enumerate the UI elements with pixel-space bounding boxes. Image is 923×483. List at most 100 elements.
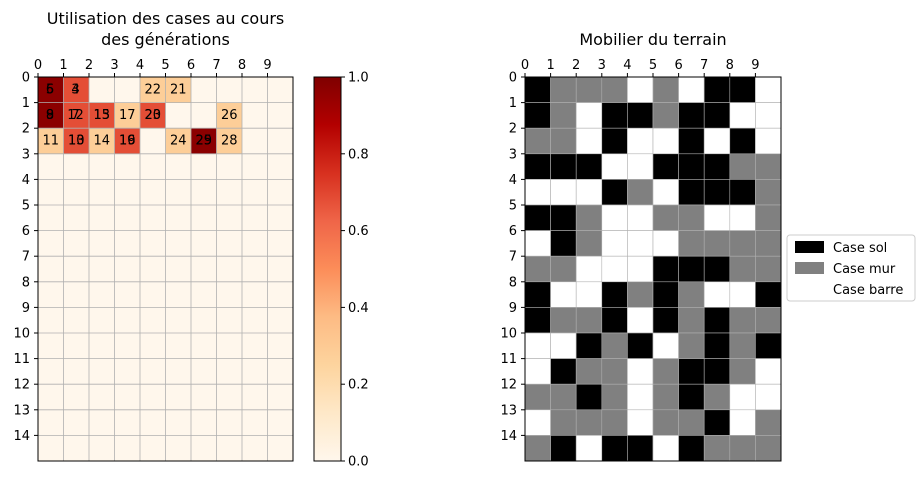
colorbar-tick-label: 0.4 — [348, 301, 369, 316]
right-cell — [524, 358, 551, 385]
right-cell — [755, 102, 782, 129]
left-cell-label: 9 — [46, 108, 54, 123]
left-x-tick-label: 7 — [212, 58, 220, 73]
right-cell — [627, 383, 654, 411]
left-title-line-2: des générations — [101, 30, 230, 49]
left-cell-label: 19 — [119, 134, 136, 149]
left-cell-label: 11 — [42, 134, 59, 149]
left-cell-label: 4 — [71, 83, 79, 98]
right-cell — [575, 153, 603, 180]
right-cell — [550, 153, 577, 180]
right-cell — [575, 127, 603, 155]
colorbar-tick-label: 0.2 — [348, 378, 369, 393]
left-y-tick-label: 14 — [13, 429, 30, 444]
right-cell — [652, 409, 679, 436]
right-cell — [627, 307, 654, 334]
right-cell — [729, 435, 756, 462]
left-y-tick-label: 7 — [22, 250, 30, 265]
right-cell — [755, 179, 782, 206]
right-cell — [755, 409, 782, 436]
right-cell — [524, 179, 551, 206]
right-cell — [575, 435, 603, 462]
left-x-tick-label: 5 — [161, 58, 169, 73]
right-cell — [550, 435, 577, 462]
right-cell — [524, 102, 551, 129]
right-y-tick-label: 14 — [500, 429, 517, 444]
right-cell — [601, 409, 628, 436]
right-cell — [550, 102, 577, 129]
right-cell — [524, 153, 551, 180]
right-cell — [601, 435, 628, 462]
right-cell — [678, 204, 705, 231]
right-x-tick-label: 1 — [546, 58, 554, 73]
left-frame — [37, 76, 294, 462]
right-cell — [652, 435, 679, 462]
right-cell — [627, 127, 654, 155]
right-x-tick-label: 7 — [700, 58, 708, 73]
left-cell — [89, 102, 115, 129]
left-cell — [140, 77, 166, 103]
right-cell — [524, 383, 551, 411]
right-cell — [601, 307, 628, 334]
left-cell-label: 8 — [46, 108, 54, 123]
legend-swatch-barre — [795, 283, 824, 295]
right-cell — [678, 307, 705, 334]
colorbar: 0.0 0.2 0.4 0.6 0.8 1.0 — [313, 71, 369, 470]
left-cell-label: 26 — [221, 108, 238, 123]
right-cell — [755, 358, 782, 385]
left-cell-label: 20 — [144, 108, 161, 123]
right-cell — [627, 76, 654, 103]
right-y-tick-label: 7 — [509, 250, 517, 265]
right-x-tick-label: 9 — [751, 58, 759, 73]
right-cell — [652, 204, 679, 231]
legend-swatch-sol — [795, 241, 824, 253]
right-cell — [678, 76, 705, 103]
left-cell-label: 14 — [93, 134, 110, 149]
right-cell — [678, 409, 705, 436]
right-cell — [703, 358, 731, 385]
right-cell — [652, 102, 679, 129]
right-y-tick-label: 9 — [509, 301, 517, 316]
right-cell — [729, 127, 756, 155]
legend-swatch-mur — [795, 262, 824, 274]
right-cell — [729, 102, 756, 129]
right-cell — [550, 409, 577, 436]
right-cell — [703, 153, 731, 180]
right-cell — [729, 383, 756, 411]
left-y-tick-label: 2 — [22, 122, 30, 137]
right-cell — [729, 358, 756, 385]
right-y-tick-label: 0 — [509, 71, 517, 86]
right-cell — [652, 332, 679, 359]
left-cell — [89, 128, 115, 154]
left-cell — [63, 102, 89, 129]
right-y-tick-label: 8 — [509, 275, 517, 290]
left-cell-label: 25 — [195, 134, 212, 149]
left-y-tick-label: 8 — [22, 275, 30, 290]
right-cell — [678, 127, 705, 155]
right-cell — [550, 332, 577, 359]
right-cell — [755, 76, 782, 103]
right-cell — [601, 76, 628, 103]
right-title: Mobilier du terrain — [579, 30, 726, 49]
right-cell — [678, 358, 705, 385]
right-cell — [524, 332, 551, 359]
left-x-tick-label: 9 — [263, 58, 271, 73]
right-cell — [627, 255, 654, 283]
right-cell — [678, 435, 705, 462]
colorbar-tick-label: 0.8 — [348, 147, 369, 162]
right-cell — [575, 204, 603, 231]
left-y-tick-label: 11 — [13, 352, 30, 367]
right-cell — [652, 307, 679, 334]
left-x-tick-label: 8 — [238, 58, 246, 73]
right-cell — [627, 435, 654, 462]
left-x-tick-label: 0 — [34, 58, 42, 73]
right-cell — [550, 383, 577, 411]
left-cell-label: 5 — [46, 83, 54, 98]
right-cell — [601, 127, 628, 155]
right-cell — [729, 76, 756, 103]
right-cell — [550, 230, 577, 257]
right-cell — [575, 307, 603, 334]
left-y-tick-label: 1 — [22, 96, 30, 111]
right-cell — [729, 255, 756, 283]
right-cell — [729, 179, 756, 206]
